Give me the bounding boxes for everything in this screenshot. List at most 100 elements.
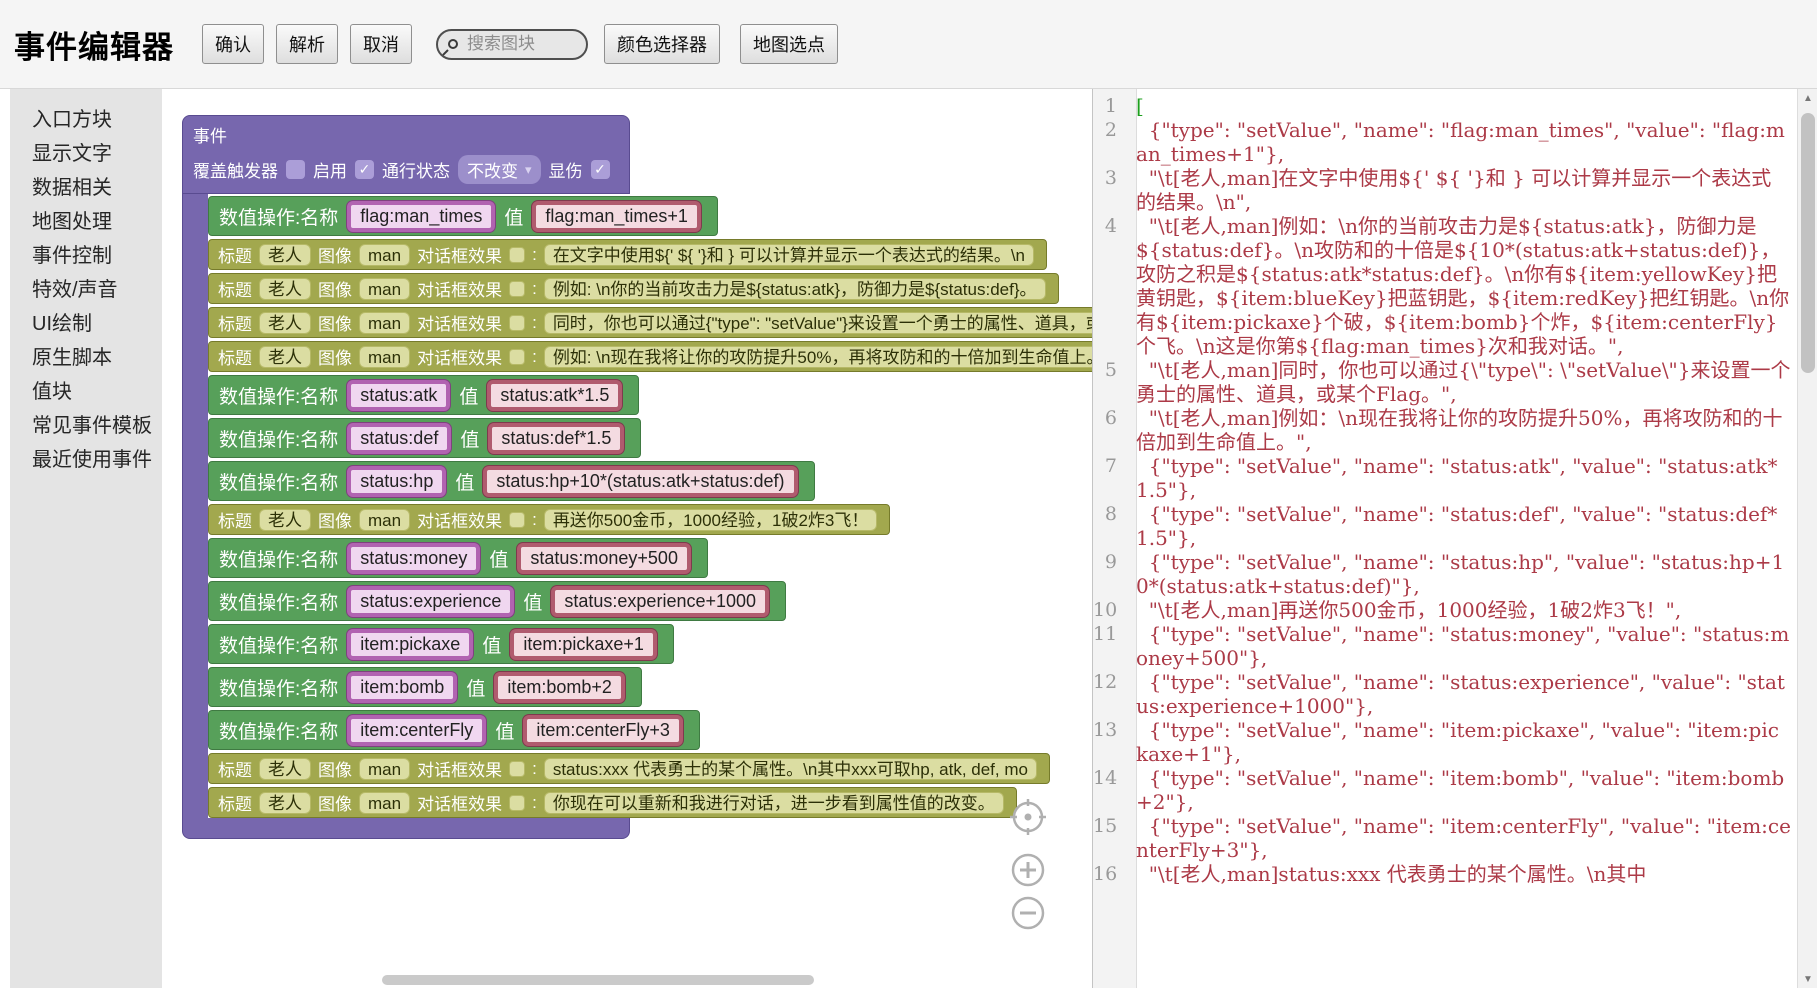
pass-status-dropdown[interactable]: 不改变 ▾ xyxy=(458,155,541,184)
sidebar-item[interactable]: 数据相关 xyxy=(32,177,112,199)
zoom-reset-button[interactable] xyxy=(1009,798,1047,836)
image-field[interactable]: man xyxy=(359,508,411,531)
image-field[interactable]: man xyxy=(359,277,411,300)
dialog-effect-checkbox[interactable] xyxy=(509,348,526,365)
dialog-effect-checkbox[interactable] xyxy=(509,511,526,528)
code-line[interactable]: "\t[老人,man]status:xxx 代表勇士的某个属性。\n其中 xyxy=(1136,862,1647,886)
canvas-horizontal-scrollbar[interactable] xyxy=(382,975,814,985)
code-editor[interactable]: 1[2 {"type": "setValue", "name": "flag:m… xyxy=(1093,89,1797,988)
code-line[interactable]: "\t[老人,man]在文字中使用${' ${ '}和 } 可以计算并显示一个表… xyxy=(1136,166,1772,214)
text-field[interactable]: 在文字中使用${' ${ '}和 } 可以计算并显示一个表达式的结果。\n xyxy=(543,243,1034,266)
value-slot[interactable]: status:money+500 xyxy=(517,542,691,574)
sidebar-item[interactable]: 显示文字 xyxy=(32,143,112,165)
text-field[interactable]: 例如: \n你的当前攻击力是${status:atk}，防御力是${status… xyxy=(543,277,1046,300)
dialog-text-block[interactable]: 标题 老人 图像 man 对话框效果: status:xxx 代表勇士的某个属性。\n其中… xyxy=(208,753,1050,784)
event-block[interactable]: 事件 覆盖触发器 启用 ✓ 通行状态 不改变 ▾ 显伤 ✓ 数值操作:名称 fla… xyxy=(182,115,1092,839)
dialog-text-block[interactable]: 标题 老人 图像 man 对话框效果: 例如: \n现在我将让你的攻防提升50%，再将攻防… xyxy=(208,341,1092,372)
title-field[interactable]: 老人 xyxy=(259,345,311,368)
code-line[interactable]: {"type": "setValue", "name": "status:atk… xyxy=(1136,454,1778,502)
set-value-block[interactable]: 数值操作:名称 status:def 值 status:def*1.5 xyxy=(208,418,642,458)
name-slot[interactable]: item:bomb xyxy=(347,671,458,703)
scrollbar-thumb[interactable] xyxy=(1801,113,1815,373)
code-line[interactable]: {"type": "setValue", "name": "item:bomb"… xyxy=(1136,766,1785,814)
sidebar-item[interactable]: 特效/声音 xyxy=(32,279,118,301)
code-line[interactable]: "\t[老人,man]例如：\n你的当前攻击力是${status:atk}，防御… xyxy=(1136,214,1790,358)
zoom-in-button[interactable] xyxy=(1009,851,1047,889)
text-field[interactable]: 再送你500金币，1000经验，1破2炸3飞！ xyxy=(543,508,878,531)
name-slot[interactable]: status:money xyxy=(347,542,481,574)
image-field[interactable]: man xyxy=(359,791,411,814)
dialog-effect-checkbox[interactable] xyxy=(509,794,526,811)
text-field[interactable]: status:xxx 代表勇士的某个属性。\n其中xxx可取hp, atk, d… xyxy=(543,757,1037,780)
code-line[interactable]: {"type": "setValue", "name": "flag:man_t… xyxy=(1136,118,1785,166)
sidebar-item[interactable]: 值块 xyxy=(32,381,72,403)
dialog-effect-checkbox[interactable] xyxy=(509,314,526,331)
enable-checkbox[interactable]: ✓ xyxy=(355,160,374,179)
confirm-button[interactable]: 确认 xyxy=(202,24,264,64)
code-line[interactable]: [ xyxy=(1136,94,1144,118)
sidebar-item[interactable]: 常见事件模板 xyxy=(32,415,152,437)
set-value-block[interactable]: 数值操作:名称 status:money 值 status:money+500 xyxy=(208,538,708,578)
code-line[interactable]: {"type": "setValue", "name": "status:exp… xyxy=(1136,670,1785,718)
code-vertical-scrollbar[interactable]: ▲ ▼ xyxy=(1797,89,1817,988)
color-picker-button[interactable]: 颜色选择器 xyxy=(604,24,720,64)
image-field[interactable]: man xyxy=(359,345,411,368)
name-slot[interactable]: status:experience xyxy=(347,585,515,617)
value-slot[interactable]: status:atk*1.5 xyxy=(487,379,623,411)
sidebar-item[interactable]: 最近使用事件 xyxy=(32,449,152,471)
search-box[interactable] xyxy=(436,28,588,60)
value-slot[interactable]: status:experience+1000 xyxy=(551,585,770,617)
sidebar-item[interactable]: 入口方块 xyxy=(32,109,112,131)
title-field[interactable]: 老人 xyxy=(259,277,311,300)
code-line[interactable]: {"type": "setValue", "name": "status:mon… xyxy=(1136,622,1790,670)
set-value-block[interactable]: 数值操作:名称 item:pickaxe 值 item:pickaxe+1 xyxy=(208,624,674,664)
search-input[interactable] xyxy=(465,33,576,55)
title-field[interactable]: 老人 xyxy=(259,791,311,814)
value-slot[interactable]: status:hp+10*(status:atk+status:def) xyxy=(483,465,798,497)
title-field[interactable]: 老人 xyxy=(259,311,311,334)
set-value-block[interactable]: 数值操作:名称 flag:man_times 值 flag:man_times+1 xyxy=(208,196,718,236)
name-slot[interactable]: flag:man_times xyxy=(347,200,496,232)
dialog-text-block[interactable]: 标题 老人 图像 man 对话框效果: 再送你500金币，1000经验，1破2炸3飞！ xyxy=(208,504,891,535)
name-slot[interactable]: status:atk xyxy=(347,379,451,411)
name-slot[interactable]: item:pickaxe xyxy=(347,628,474,660)
trigger-checkbox[interactable] xyxy=(286,160,305,179)
name-slot[interactable]: item:centerFly xyxy=(347,714,487,746)
dialog-text-block[interactable]: 标题 老人 图像 man 对话框效果: 例如: \n你的当前攻击力是${status:at… xyxy=(208,273,1059,304)
dialog-effect-checkbox[interactable] xyxy=(509,760,526,777)
code-line[interactable]: {"type": "setValue", "name": "status:def… xyxy=(1136,502,1778,550)
code-line[interactable]: {"type": "setValue", "name": "status:hp"… xyxy=(1136,550,1785,598)
name-slot[interactable]: status:def xyxy=(347,422,452,454)
image-field[interactable]: man xyxy=(359,757,411,780)
set-value-block[interactable]: 数值操作:名称 status:experience 值 status:experien… xyxy=(208,581,787,621)
parse-button[interactable]: 解析 xyxy=(276,24,338,64)
map-pick-button[interactable]: 地图选点 xyxy=(740,24,838,64)
value-slot[interactable]: status:def*1.5 xyxy=(488,422,625,454)
code-line[interactable]: {"type": "setValue", "name": "item:picka… xyxy=(1136,718,1779,766)
code-line[interactable]: {"type": "setValue", "name": "item:cente… xyxy=(1136,814,1791,862)
name-slot[interactable]: status:hp xyxy=(347,465,447,497)
blockly-canvas[interactable]: 事件 覆盖触发器 启用 ✓ 通行状态 不改变 ▾ 显伤 ✓ 数值操作:名称 fla… xyxy=(162,89,1093,988)
scroll-up-arrow-icon[interactable]: ▲ xyxy=(1803,92,1813,104)
value-slot[interactable]: item:bomb+2 xyxy=(494,671,625,703)
dialog-text-block[interactable]: 标题 老人 图像 man 对话框效果: 你现在可以重新和我进行对话，进一步看到属性值的改变… xyxy=(208,787,1017,818)
cancel-button[interactable]: 取消 xyxy=(350,24,412,64)
set-value-block[interactable]: 数值操作:名称 status:hp 值 status:hp+10*(status:at… xyxy=(208,461,815,501)
image-field[interactable]: man xyxy=(359,311,411,334)
code-line[interactable]: "\t[老人,man]同时，你也可以通过{\"type\": \"setValu… xyxy=(1136,358,1791,406)
value-slot[interactable]: item:centerFly+3 xyxy=(523,714,683,746)
zoom-out-button[interactable] xyxy=(1009,894,1047,932)
dialog-text-block[interactable]: 标题 老人 图像 man 对话框效果: 同时，你也可以通过{"type": "setVal… xyxy=(208,307,1092,338)
title-field[interactable]: 老人 xyxy=(259,243,311,266)
dialog-effect-checkbox[interactable] xyxy=(509,280,526,297)
text-field[interactable]: 同时，你也可以通过{"type": "setValue"}来设置一个勇士的属性、… xyxy=(543,311,1092,334)
title-field[interactable]: 老人 xyxy=(259,508,311,531)
set-value-block[interactable]: 数值操作:名称 item:centerFly 值 item:centerFly+3 xyxy=(208,710,700,750)
code-line[interactable]: "\t[老人,man]再送你500金币，1000经验，1破2炸3飞！", xyxy=(1136,598,1682,622)
title-field[interactable]: 老人 xyxy=(259,757,311,780)
image-field[interactable]: man xyxy=(359,243,411,266)
value-slot[interactable]: item:pickaxe+1 xyxy=(510,628,657,660)
text-field[interactable]: 例如: \n现在我将让你的攻防提升50%，再将攻防和的十倍加到生命值上。 xyxy=(543,345,1092,368)
set-value-block[interactable]: 数值操作:名称 item:bomb 值 item:bomb+2 xyxy=(208,667,642,707)
sidebar-item[interactable]: UI绘制 xyxy=(32,313,92,335)
